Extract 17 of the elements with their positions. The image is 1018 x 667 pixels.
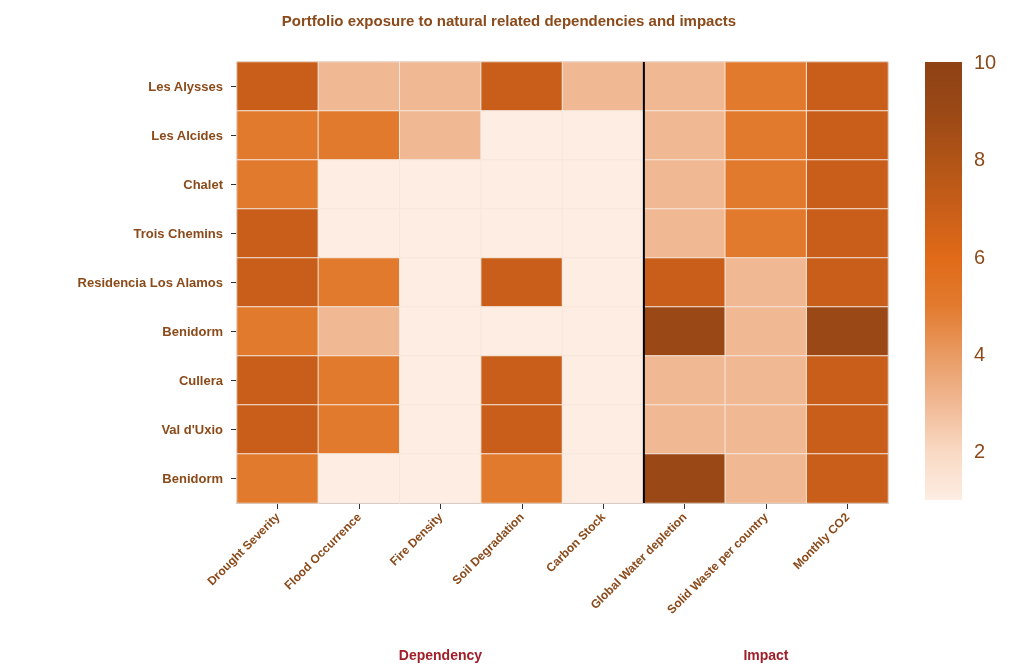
y-tick-label: Chalet <box>183 177 224 192</box>
y-tick-label: Les Alcides <box>151 128 223 143</box>
text: Dependency <box>398 647 483 663</box>
y-tick-label: Benidorm <box>162 471 223 486</box>
y-tick-label: Val d'Uxio <box>161 422 224 437</box>
color-bar-label: 6 <box>974 245 986 268</box>
y-tick-label: Benidorm <box>162 324 223 339</box>
color-bar-label: 4 <box>974 343 986 365</box>
chart-title: Portfolio exposure to natural related dependencies and impacts <box>281 12 737 29</box>
y-tick-label: Cullera <box>178 373 224 388</box>
y-tick-label: Residencia Los Alamos <box>77 275 223 290</box>
y-tick-label: Trois Chemins <box>133 226 223 241</box>
y-tick-label: Les Alysses <box>148 79 223 94</box>
color-bar-label: 10 <box>974 51 997 73</box>
color-bar-label: 8 <box>974 148 986 171</box>
color-bar-label: 2 <box>974 440 986 463</box>
text: Impact <box>743 647 789 663</box>
